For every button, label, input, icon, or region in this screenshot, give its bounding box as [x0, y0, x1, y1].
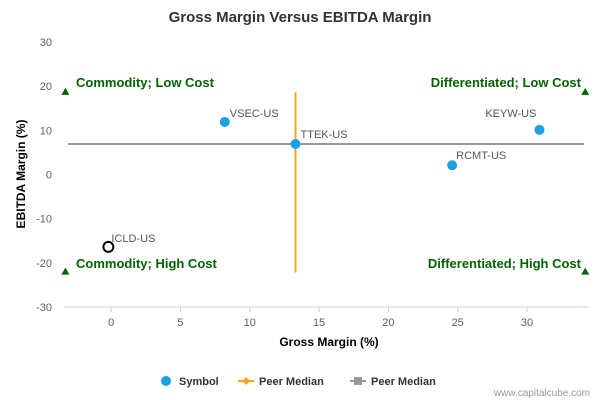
data-point	[219, 116, 230, 127]
x-tick-label: 5	[177, 317, 183, 329]
quadrant-label-bottom-right: Differentiated; High Cost	[428, 256, 582, 271]
quadrant-marker-top-left	[61, 87, 70, 95]
y-tick-label: 10	[40, 125, 52, 137]
plot-area: 0 5 10 15 20 25 30 30 20 10 0 -10 -20 -30 Commodity; L…	[36, 37, 590, 329]
data-point	[290, 139, 301, 150]
data-point	[447, 160, 458, 171]
y-tick-label: -20	[36, 258, 52, 270]
quadrant-marker-bottom-right	[581, 267, 590, 275]
data-point	[534, 124, 545, 135]
x-tick-label: 10	[244, 317, 256, 329]
quadrant-marker-top-right	[581, 87, 590, 95]
y-tick-label: 30	[40, 37, 52, 49]
credit-text: www.capitalcube.com	[493, 388, 590, 399]
y-tick-label: 0	[46, 170, 52, 182]
y-tick-label: -30	[36, 302, 52, 314]
quadrant-label-top-right: Differentiated; Low Cost	[431, 75, 582, 90]
x-tick-label: 20	[382, 317, 394, 329]
chart-title: Gross Margin Versus EBITDA Margin	[169, 9, 432, 26]
legend-diamond-marker	[242, 377, 250, 385]
quadrant-label-bottom-left: Commodity; High Cost	[76, 256, 217, 271]
legend-square-marker	[354, 377, 362, 385]
data-point-label: RCMT-US	[456, 150, 506, 162]
legend-label: Peer Median	[371, 376, 436, 388]
data-point-label: VSEC-US	[230, 108, 279, 120]
legend: Symbol Peer Median Peer Median	[161, 376, 436, 388]
x-axis-title: Gross Margin (%)	[279, 335, 378, 349]
data-point-label: ICLD-US	[111, 233, 155, 245]
y-axis-title: EBITDA Margin (%)	[14, 120, 28, 229]
y-tick-label: 20	[40, 81, 52, 93]
x-tick-label: 15	[313, 317, 325, 329]
data-point	[102, 240, 115, 253]
data-point-label: TTEK-US	[301, 129, 348, 141]
legend-label: Symbol	[179, 376, 219, 388]
x-tick-label: 25	[452, 317, 464, 329]
quadrant-marker-bottom-left	[61, 267, 70, 275]
legend-symbol-marker	[161, 376, 171, 386]
x-tick-label: 0	[108, 317, 114, 329]
legend-label: Peer Median	[259, 376, 324, 388]
x-tick-label: 30	[521, 317, 533, 329]
data-point-label: KEYW-US	[485, 108, 536, 120]
y-tick-label: -10	[36, 214, 52, 226]
quadrant-label-top-left: Commodity; Low Cost	[76, 75, 215, 90]
